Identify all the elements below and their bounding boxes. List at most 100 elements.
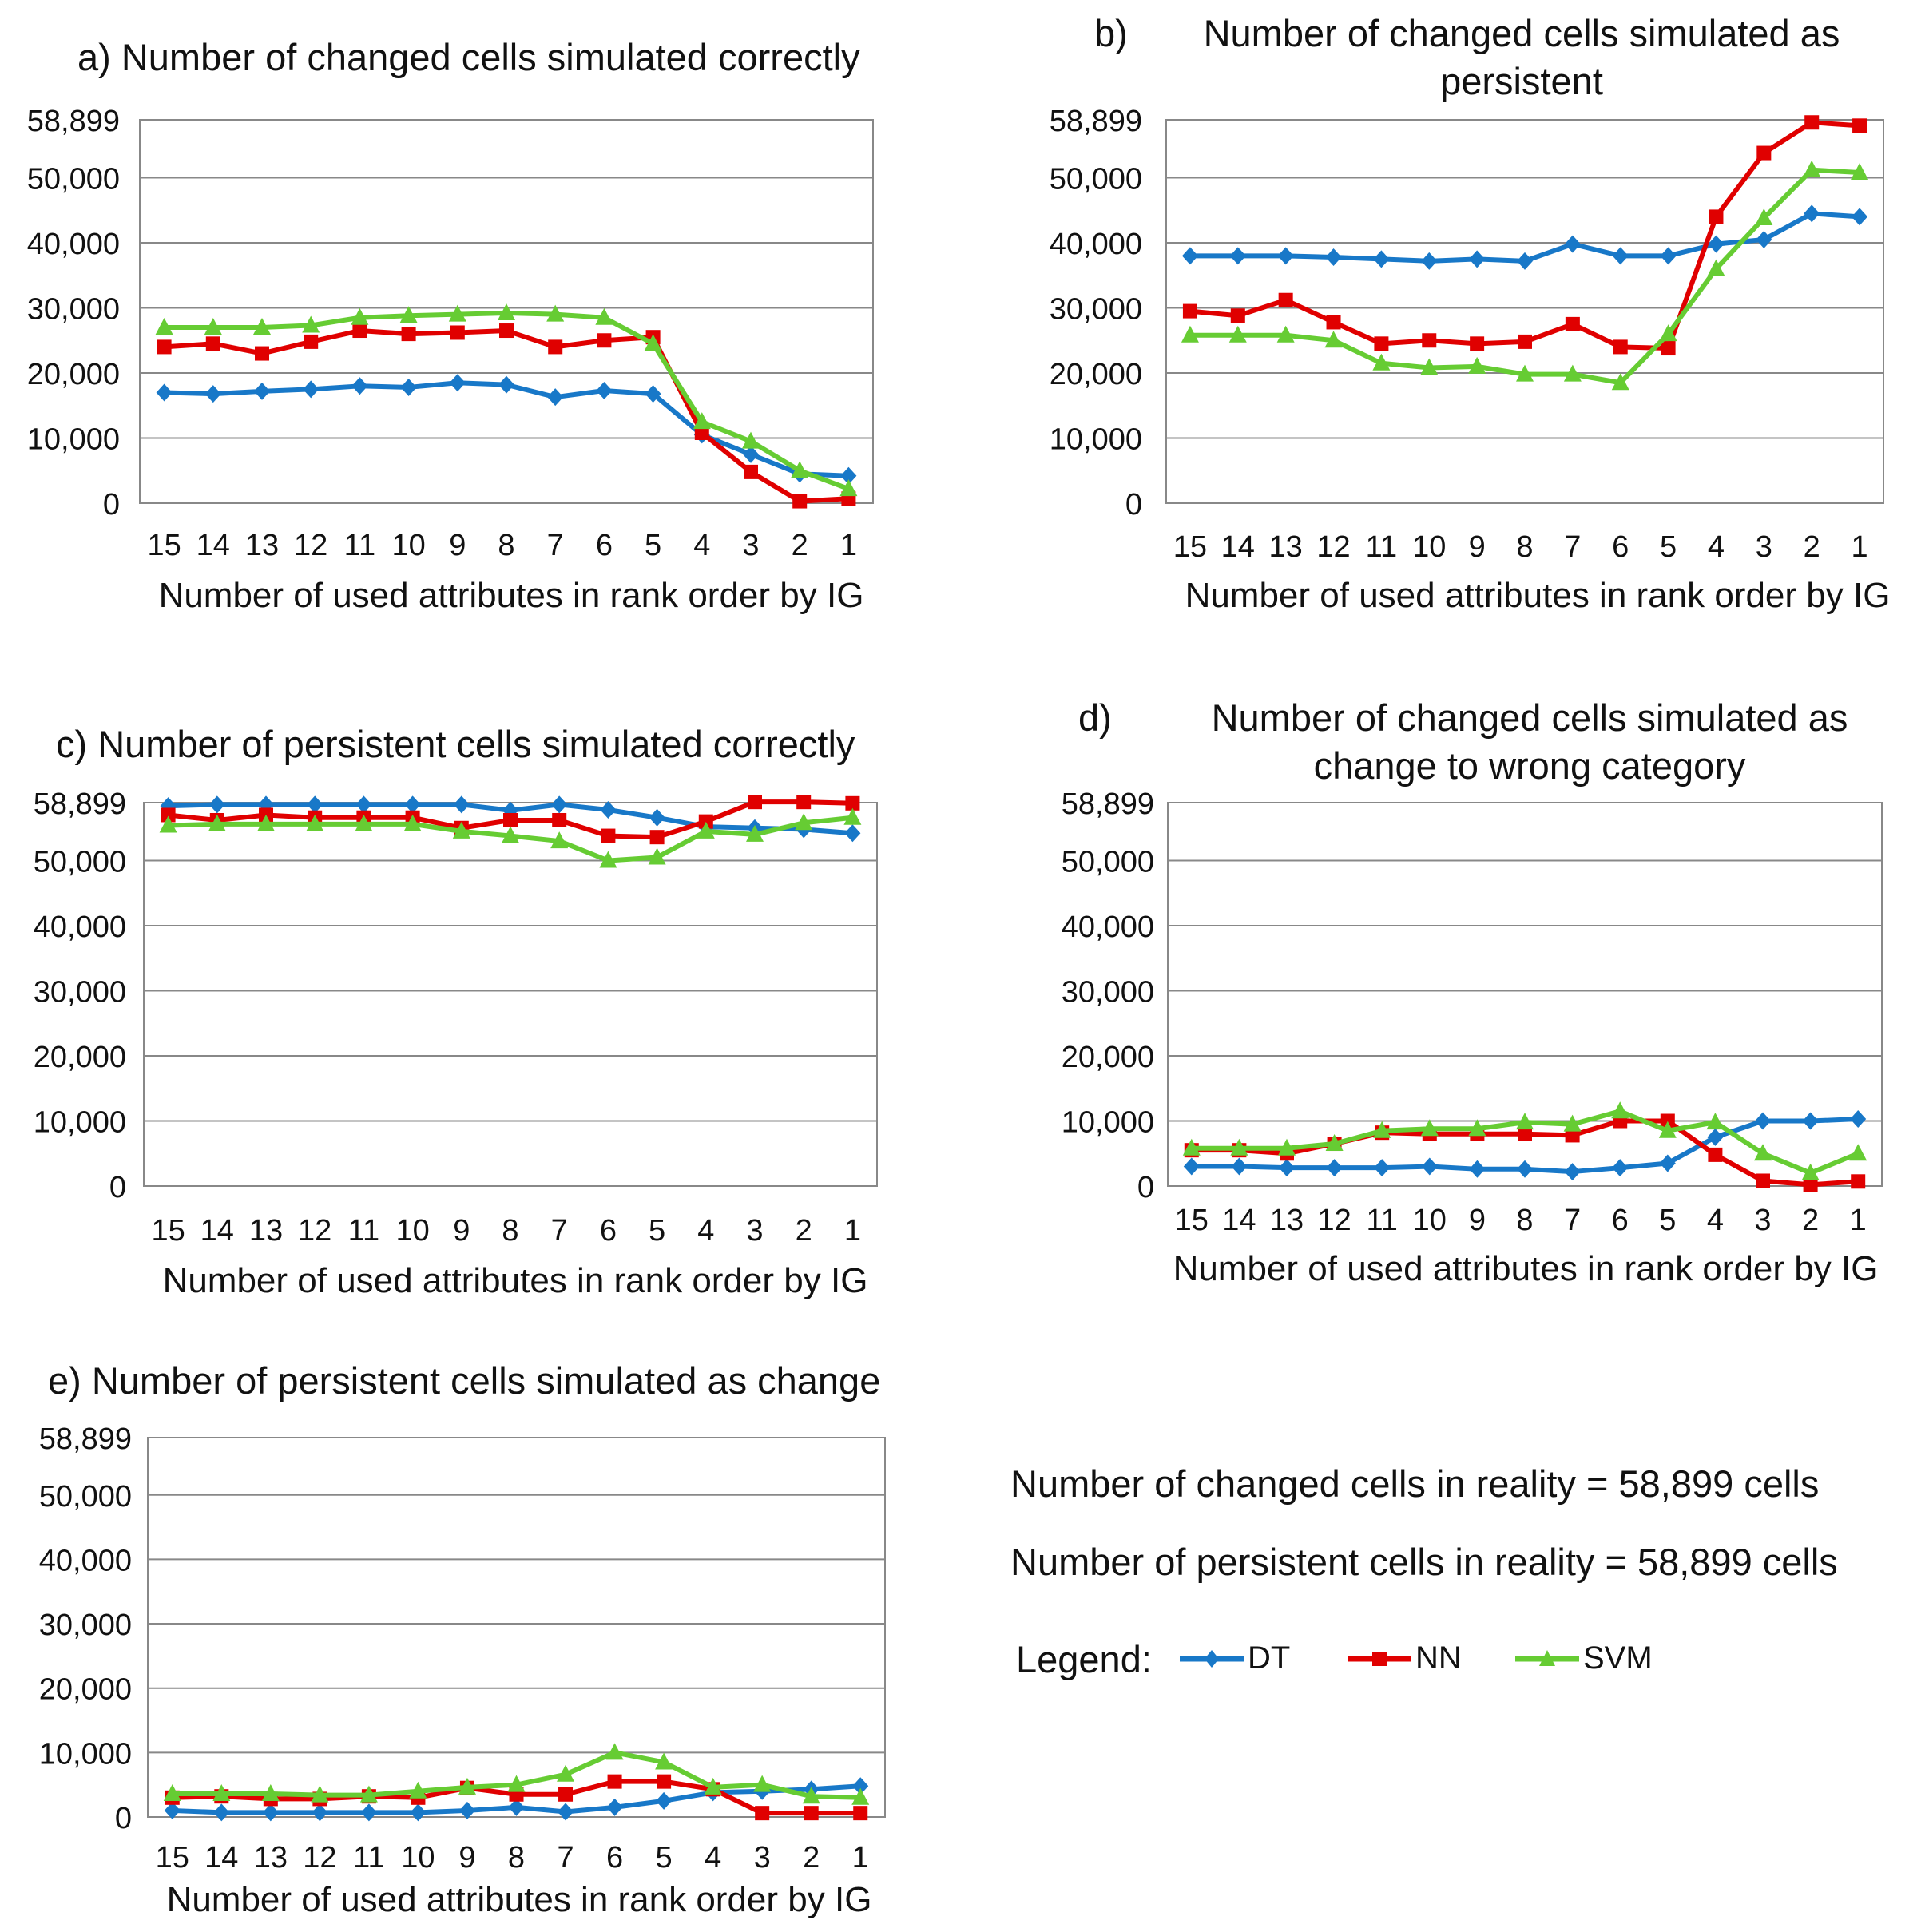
x-tick-label: 6 [1612,1204,1629,1237]
data-point-svm [1849,1144,1867,1161]
data-point-dt [1564,1163,1581,1181]
x-tick-label: 15 [147,529,181,562]
data-point-svm [550,831,569,849]
y-tick-label: 20,000 [39,1673,132,1707]
data-point-svm [648,847,666,865]
data-point-svm [1563,364,1582,382]
x-tick-label: 5 [1659,1204,1676,1237]
data-point-dt [656,1791,673,1810]
data-point-dt [1660,247,1677,265]
data-point-nn [649,830,665,845]
data-point-svm [697,821,715,839]
data-point-svm [605,1743,624,1760]
data-point-svm [261,1783,280,1801]
data-point-dt [1421,252,1438,270]
legend-swatch-svm [1515,1650,1579,1666]
data-point-svm [448,304,466,322]
data-point-svm [399,306,418,323]
panel-letter-b: b) [1094,12,1128,54]
data-point-svm [1373,1121,1391,1138]
y-tick-label: 0 [1125,488,1142,522]
data-point-nn [548,339,563,355]
data-point-dt [204,385,221,403]
data-point-nn [1518,334,1532,349]
data-point-dt [1804,204,1820,223]
data-point-dt [449,374,466,392]
data-point-nn [161,807,176,823]
y-tick-label: 30,000 [27,293,120,327]
data-point-dt [1564,235,1581,253]
y-tick-label: 10,000 [27,423,120,457]
data-point-svm [498,303,515,321]
data-point-svm [1803,160,1821,177]
chart-title-b: Number of changed cells simulated as pers… [1204,12,1840,102]
data-point-svm [1420,1119,1439,1137]
data-point-dt [1852,208,1868,226]
data-point-nn [1182,303,1197,319]
x-tick-label: 11 [1366,1204,1397,1237]
data-point-dt [262,1803,279,1822]
x-tick-label: 8 [502,1214,518,1248]
x-tick-label: 3 [1756,530,1772,564]
data-point-svm [1516,1113,1534,1130]
legend-title: Legend: [1016,1638,1152,1680]
data-point-nn [1326,315,1341,330]
y-tick-label: 10,000 [1062,1106,1154,1140]
data-point-nn [1565,316,1580,331]
data-point-svm [1851,163,1869,181]
x-tick-label: 1 [852,1841,869,1874]
data-point-dt [458,1801,475,1819]
x-tick-label: 10 [395,1214,429,1248]
y-tick-label: 20,000 [1050,358,1142,391]
data-point-dt [606,1798,623,1816]
x-tick-label: 11 [348,1214,379,1248]
x-axis-label: Number of used attributes in rank order … [163,1261,868,1300]
x-tick-label: 15 [1175,1204,1209,1237]
chart-panel-a: a) Number of changed cells simulated cor… [27,36,874,615]
x-tick-label: 7 [547,529,564,562]
y-tick-label: 50,000 [27,163,120,196]
data-point-svm [502,826,519,843]
data-point-svm [311,1785,329,1803]
x-tick-label: 14 [1221,530,1255,564]
data-point-nn [352,323,367,339]
plot-frame [1165,119,1884,504]
data-point-svm [843,807,862,825]
data-point-dt [400,378,417,396]
y-tick-label: 40,000 [1050,228,1142,261]
data-point-dt [508,1798,525,1816]
x-tick-label: 11 [353,1841,384,1874]
data-point-svm [839,479,858,497]
data-point-dt [852,1777,869,1795]
x-tick-label: 1 [1851,530,1867,564]
data-point-dt [355,795,372,814]
data-point-svm [1278,1138,1296,1156]
x-tick-label: 12 [1316,530,1350,564]
data-point-svm [212,1783,231,1801]
data-point-nn [558,1787,574,1802]
data-point-nn [503,812,518,827]
x-tick-label: 6 [596,529,613,562]
y-tick-label: 0 [103,488,120,522]
data-point-svm [1706,1113,1725,1130]
data-point-svm [1611,1101,1629,1119]
y-tick-label: 58,899 [34,787,126,821]
y-tick-label: 30,000 [39,1609,132,1642]
x-tick-label: 6 [1612,530,1629,564]
y-tick-label: 58,899 [1062,787,1154,821]
chart-title-line: Number of changed cells simulated as [1204,12,1840,54]
data-point-svm [1468,1119,1486,1137]
x-tick-label: 9 [1469,530,1486,564]
data-point-svm [155,317,173,335]
data-point-dt [208,795,225,814]
y-tick-label: 40,000 [1062,910,1154,944]
data-point-svm [1182,1138,1201,1156]
x-tick-label: 5 [656,1841,673,1874]
data-point-svm [204,317,222,335]
chart-title-a: a) Number of changed cells simulated cor… [77,36,860,78]
y-tick-label: 58,899 [39,1422,132,1456]
data-point-dt [351,377,368,395]
x-tick-label: 9 [453,1214,470,1248]
x-tick-label: 13 [254,1841,288,1874]
y-tick-label: 40,000 [27,228,120,261]
